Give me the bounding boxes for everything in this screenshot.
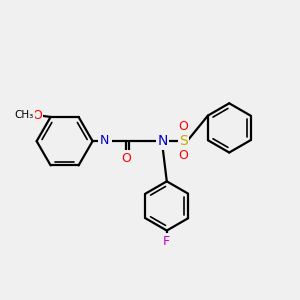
Text: CH₃: CH₃ xyxy=(14,110,34,121)
Text: O: O xyxy=(121,152,131,165)
Text: H: H xyxy=(103,136,111,146)
Text: O: O xyxy=(32,109,42,122)
Text: F: F xyxy=(163,235,170,248)
Text: O: O xyxy=(178,120,188,133)
Text: N: N xyxy=(157,134,168,148)
Text: N: N xyxy=(100,134,109,147)
Text: O: O xyxy=(178,149,188,162)
Text: S: S xyxy=(179,134,188,148)
